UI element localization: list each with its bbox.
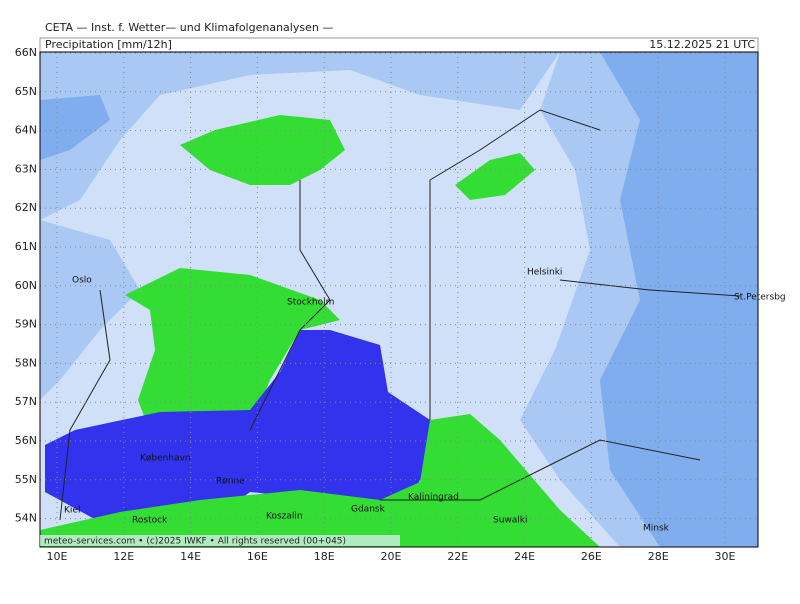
lat-label: 64N [15, 124, 37, 137]
lon-label: 10E [47, 550, 68, 563]
precip-heavy [40, 95, 110, 160]
place-label: Kaliningrad [408, 493, 459, 503]
map-area [40, 52, 758, 547]
lat-label: 54N [15, 512, 37, 525]
place-label: Rønne [216, 477, 245, 487]
lat-label: 66N [15, 46, 37, 59]
map-frame [39, 51, 759, 548]
lat-label: 61N [15, 240, 37, 253]
lon-label: 20E [381, 550, 402, 563]
credit: meteo-services.com • (c)2025 IWKF • All … [44, 537, 346, 547]
lat-label: 62N [15, 201, 37, 214]
place-label: Oslo [72, 276, 92, 286]
lat-label: 65N [15, 85, 37, 98]
labels: 66N 65N 64N 63N 62N 61N 60N 59N 58N 57N 56N 55N 54N 1… [15, 46, 786, 563]
datetime: 15.12.2025 21 UTC [649, 38, 755, 51]
precip-green [180, 115, 345, 185]
precip-medium [40, 220, 140, 400]
lon-label: 12E [113, 550, 134, 563]
place-label: Suwalki [493, 516, 528, 526]
place-label: Stockholm [287, 298, 334, 308]
place-label: Rostock [132, 516, 168, 526]
place-label: St.Petersbg [734, 293, 786, 303]
lon-label: 18E [314, 550, 335, 563]
precip-intense [45, 330, 430, 530]
precip-green [125, 268, 340, 432]
place-label: Koszalin [266, 512, 303, 522]
institute: CETA — Inst. f. Wetter— und Klimafolgena… [45, 21, 333, 34]
lat-label: 56N [15, 434, 37, 447]
lat-label: 57N [15, 395, 37, 408]
place-label: Gdansk [351, 505, 386, 515]
precip-heavy [600, 52, 758, 547]
place-label: Minsk [643, 524, 670, 534]
lon-label: 30E [715, 550, 736, 563]
lon-label: 26E [581, 550, 602, 563]
credit-box [40, 535, 400, 546]
lat-label: 59N [15, 318, 37, 331]
map-title: Precipitation [mm/12h] [45, 38, 172, 51]
lat-label: 58N [15, 356, 37, 369]
place-label: København [140, 454, 191, 464]
lat-label: 60N [15, 279, 37, 292]
lat-label: 55N [15, 473, 37, 486]
place-label: Kiel [64, 506, 80, 516]
lon-label: 22E [447, 550, 468, 563]
lon-label: 28E [648, 550, 669, 563]
lon-label: 14E [180, 550, 201, 563]
lon-label: 24E [514, 550, 535, 563]
coastline [59, 109, 741, 521]
place-label: Helsinki [527, 268, 562, 278]
lon-label: 16E [247, 550, 268, 563]
precip-medium [40, 52, 560, 220]
lat-label: 63N [15, 162, 37, 175]
precip-green [455, 153, 535, 200]
precip-green [40, 414, 600, 547]
